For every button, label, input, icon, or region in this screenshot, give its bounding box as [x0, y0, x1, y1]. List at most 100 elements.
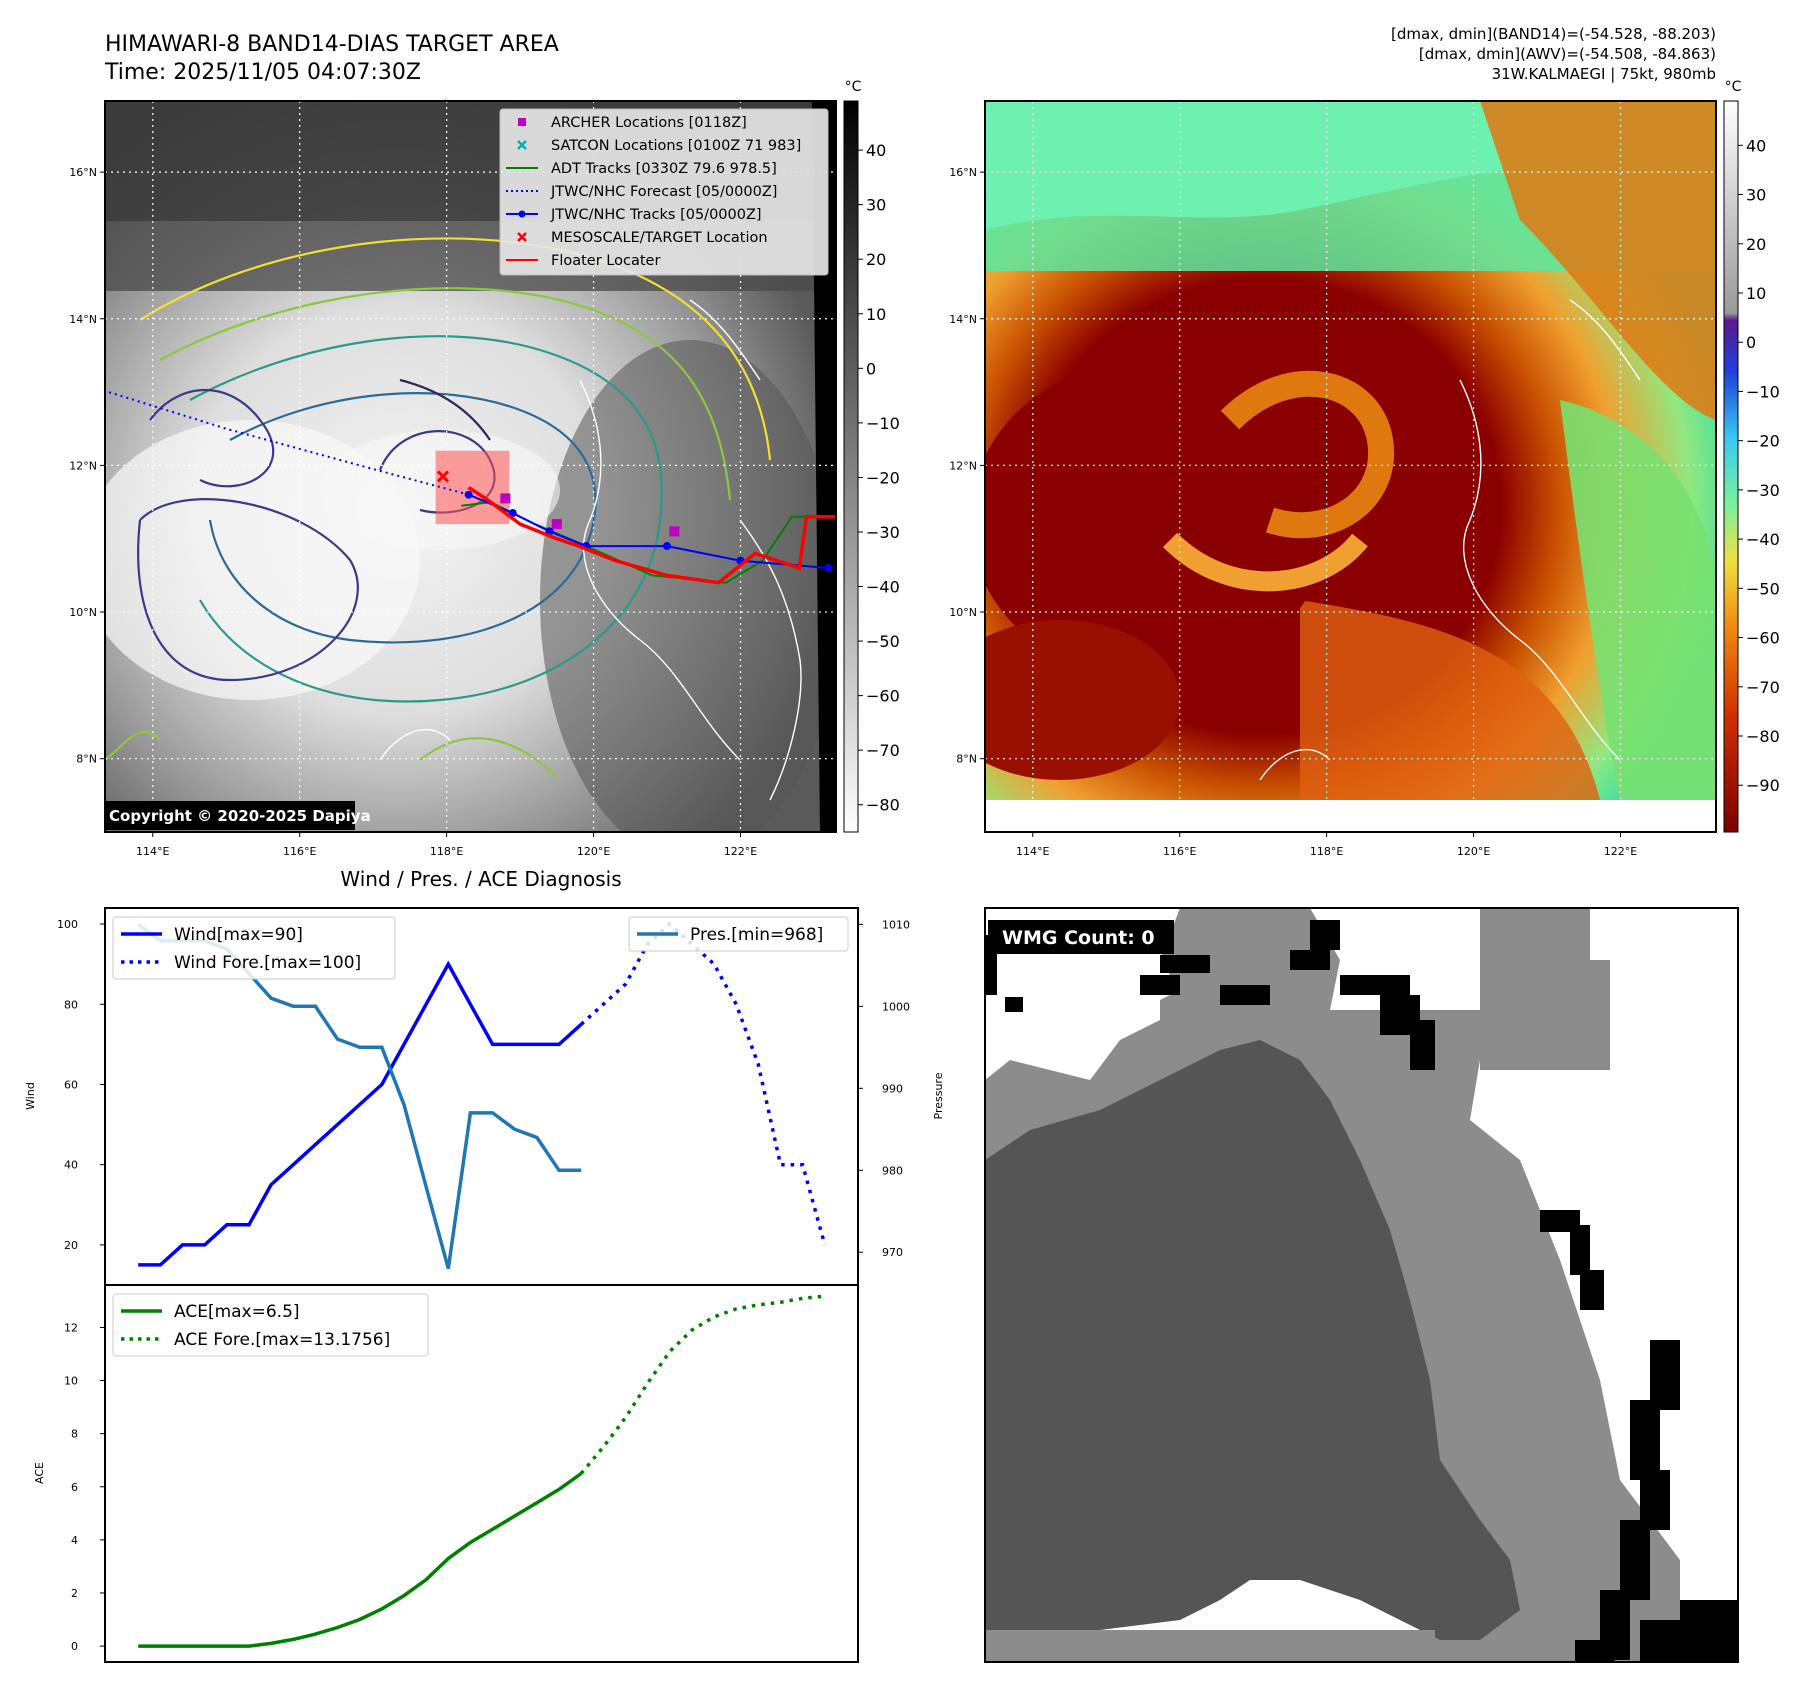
- ir-axis-labels: 114°E 116°E 118°E 120°E 122°E 8°N 10°N 12°N 14°N…: [69, 166, 757, 858]
- wmg-panel: WMG Count: 0: [984, 907, 1739, 1663]
- lon-tick-label: 116°E: [1163, 845, 1196, 858]
- lat-tick-label: 14°N: [69, 313, 97, 326]
- legend-pressure: Pres.[min=968]: [690, 925, 823, 945]
- awv-colorbar: °C 40 30 20 10 0 −10 −20 −30 −40 −50 −60 −70 −80 −90: [1723, 79, 1780, 833]
- awv-map-grid: [985, 101, 1716, 832]
- wind-axis-label: Wind: [24, 1082, 37, 1110]
- colorbar-tick-label: 0: [1746, 333, 1756, 352]
- ace-chart: 0 2 4 6 8 10 12 ACE ACE[max=6.5] ACE Fore.[max…: [33, 1284, 859, 1663]
- colorbar-tick-label: 20: [1746, 235, 1766, 254]
- awv-colorbar-unit: °C: [1725, 79, 1742, 95]
- colorbar-tick-label: −90: [1746, 776, 1780, 795]
- legend-marker-x: [517, 232, 527, 242]
- archer-location-marker: [551, 519, 562, 530]
- ir-colorbar-unit: °C: [845, 79, 862, 95]
- colorbar-tick-label: −70: [1746, 678, 1780, 697]
- legend-label: SATCON Locations [0100Z 71 983]: [551, 138, 801, 154]
- y-tick-label: 1010: [882, 918, 910, 931]
- legend-label: MESOSCALE/TARGET Location: [551, 230, 768, 246]
- series-ace: [138, 1472, 583, 1648]
- target-location-marker: [436, 470, 450, 483]
- ace-legend: ACE[max=6.5] ACE Fore.[max=13.1756]: [112, 1293, 429, 1357]
- pressure-legend: Pres.[min=968]: [628, 916, 849, 952]
- y-tick-label: 100: [57, 918, 78, 931]
- colorbar-tick-label: 10: [1746, 284, 1766, 303]
- awv-map-panel: °C 403020100−10−20−30−40−50−60−70−80−90 …: [949, 79, 1780, 858]
- y-tick-label: 0: [71, 1640, 78, 1653]
- lon-tick-label: 118°E: [1310, 845, 1343, 858]
- colorbar-tick-label: 20: [866, 250, 886, 269]
- colorbar-tick-label: −40: [866, 578, 900, 597]
- info-band14: [dmax, dmin](BAND14)=(-54.528, -88.203): [1391, 25, 1716, 43]
- colorbar-tick-label: −40: [1746, 530, 1780, 549]
- lat-tick-label: 16°N: [69, 166, 97, 179]
- pressure-axis-label: Pressure: [932, 1072, 945, 1119]
- y-tick-label: 4: [71, 1534, 78, 1547]
- diagnosis-title: Wind / Pres. / ACE Diagnosis: [340, 867, 621, 891]
- info-awv: [dmax, dmin](AWV)=(-54.508, -84.863): [1419, 45, 1716, 63]
- wmg-count-label: WMG Count: 0: [1002, 927, 1155, 949]
- colorbar-tick-label: −80: [866, 796, 900, 815]
- colorbar-tick-label: −50: [866, 632, 900, 651]
- ir-legend: ARCHER Locations [0118Z] SATCON Locations…: [499, 108, 829, 276]
- y-tick-label: 8: [71, 1428, 78, 1441]
- legend-wind-forecast: Wind Fore.[max=100]: [174, 953, 361, 973]
- lat-tick-label: 12°N: [69, 459, 97, 472]
- ir-track-overlays: [108, 391, 836, 585]
- y-tick-label: 6: [71, 1481, 78, 1494]
- info-storm: 31W.KALMAEGI | 75kt, 980mb: [1492, 65, 1716, 83]
- lat-tick-label: 10°N: [69, 606, 97, 619]
- colorbar-tick-label: −10: [1746, 382, 1780, 401]
- colorbar-tick-label: −50: [1746, 579, 1780, 598]
- legend-wind: Wind[max=90]: [174, 925, 303, 945]
- wind-legend: Wind[max=90] Wind Fore.[max=100]: [112, 916, 396, 980]
- lon-tick-label: 120°E: [577, 845, 610, 858]
- lon-tick-label: 122°E: [1604, 845, 1637, 858]
- colorbar-tick-label: −30: [866, 523, 900, 542]
- awv-axis-labels: 114°E 116°E 118°E 120°E 122°E 8°N 10°N 12°N 14°N…: [949, 166, 1637, 858]
- y-tick-label: 970: [882, 1246, 903, 1259]
- y-tick-label: 80: [64, 998, 78, 1011]
- y-tick-label: 990: [882, 1082, 903, 1095]
- floater-track-line: [467, 485, 836, 585]
- figure-time: Time: 2025/11/05 04:07:30Z: [104, 60, 421, 85]
- colorbar-tick-label: −10: [866, 414, 900, 433]
- colorbar-tick-label: −70: [866, 741, 900, 760]
- figure-title: HIMAWARI-8 BAND14-DIAS TARGET AREA: [105, 32, 559, 57]
- lon-tick-label: 118°E: [430, 845, 463, 858]
- legend-marker-dot: [518, 210, 526, 218]
- y-tick-label: 40: [64, 1159, 78, 1172]
- ir-map-panel: Copyright © 2020-2025 Dapiya ARCHER Loca…: [69, 79, 900, 858]
- lon-tick-label: 114°E: [136, 845, 169, 858]
- ir-colorbar: °C 40 30 20 10 0 −10 −20 −30 −40 −50 −60 −70 −80: [843, 79, 900, 833]
- lat-tick-label: 8°N: [76, 753, 97, 766]
- colorbar-tick-label: 10: [866, 305, 886, 324]
- lat-tick-label: 8°N: [956, 753, 977, 766]
- legend-label: JTWC/NHC Forecast [05/0000Z]: [550, 184, 777, 200]
- colorbar-tick-label: −20: [866, 468, 900, 487]
- colorbar-tick-label: 40: [1746, 136, 1766, 155]
- legend-label: ARCHER Locations [0118Z]: [551, 115, 747, 131]
- target-area-box: [435, 450, 510, 525]
- colorbar-tick-label: −80: [1746, 727, 1780, 746]
- legend-label: JTWC/NHC Tracks [05/0000Z]: [550, 207, 762, 223]
- lat-tick-label: 16°N: [949, 166, 977, 179]
- legend-label: Floater Locater: [551, 253, 660, 269]
- lon-tick-label: 116°E: [283, 845, 316, 858]
- lat-tick-label: 14°N: [949, 313, 977, 326]
- legend-ace: ACE[max=6.5]: [174, 1302, 300, 1322]
- legend-marker-x: [517, 140, 527, 150]
- colorbar-tick-label: 0: [866, 359, 876, 378]
- lat-tick-label: 12°N: [949, 459, 977, 472]
- colorbar-tick-label: 30: [1746, 186, 1766, 205]
- lon-tick-label: 122°E: [724, 845, 757, 858]
- archer-location-marker: [500, 493, 511, 504]
- series-wind-fore-: [580, 921, 827, 1246]
- colorbar-tick-label: −20: [1746, 432, 1780, 451]
- lon-tick-label: 120°E: [1457, 845, 1490, 858]
- y-tick-label: 980: [882, 1164, 903, 1177]
- y-tick-label: 20: [64, 1239, 78, 1252]
- jtwc-track-point: [464, 490, 473, 499]
- lon-tick-label: 114°E: [1016, 845, 1049, 858]
